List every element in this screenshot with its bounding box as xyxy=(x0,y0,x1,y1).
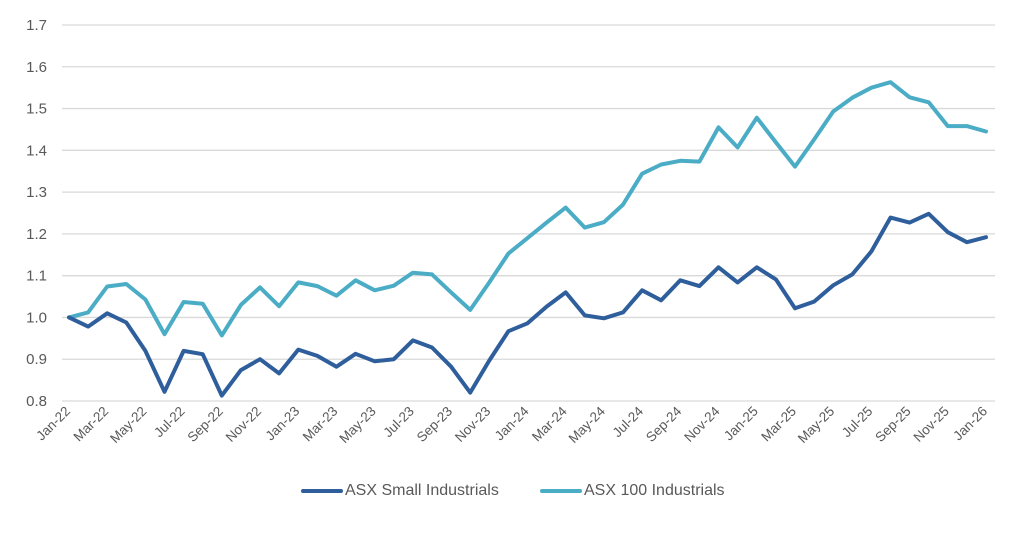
x-tick-label: Jan-25 xyxy=(721,404,761,444)
x-tick-label: Nov-24 xyxy=(681,403,723,445)
x-tick-label: Jul-24 xyxy=(610,403,647,440)
x-tick-label: Jan-24 xyxy=(492,403,532,443)
x-tick-label: Jan-23 xyxy=(263,404,303,444)
y-tick-label: 0.8 xyxy=(26,393,47,410)
legend-swatch-100-industrials xyxy=(540,489,582,493)
legend-swatch-small-industrials xyxy=(301,489,343,493)
legend-label-100-industrials: ASX 100 Industrials xyxy=(584,482,725,499)
series-lines xyxy=(67,80,988,398)
x-tick-label: Mar-23 xyxy=(300,404,341,445)
x-tick-label: Mar-22 xyxy=(70,404,111,445)
y-tick-label: 1.0 xyxy=(26,309,47,326)
x-tick-label: May-25 xyxy=(795,404,837,446)
legend-item-small-industrials: ASX Small Industrials xyxy=(301,482,499,500)
legend-item-100-industrials: ASX 100 Industrials xyxy=(540,482,725,500)
y-tick-label: 1.4 xyxy=(26,142,47,159)
legend-label-small-industrials: ASX Small Industrials xyxy=(345,482,499,499)
x-tick-label: Jul-22 xyxy=(151,404,188,441)
x-tick-label: Jan-26 xyxy=(950,404,990,444)
x-tick-label: May-23 xyxy=(336,404,378,446)
x-tick-label: Sep-23 xyxy=(414,404,455,445)
gridlines xyxy=(62,24,995,402)
legend: ASX Small Industrials ASX 100 Industrial… xyxy=(0,482,1024,504)
x-tick-label: Nov-22 xyxy=(223,404,264,445)
y-tick-label: 1.3 xyxy=(26,184,47,201)
y-tick-label: 0.9 xyxy=(26,351,47,368)
y-axis-ticks: 0.8 0.9 1.0 1.1 1.2 1.3 1.4 1.5 1.6 1.7 xyxy=(26,17,47,410)
y-tick-label: 1.7 xyxy=(26,17,47,34)
x-tick-label: May-22 xyxy=(107,404,149,446)
x-tick-label: Jul-23 xyxy=(380,404,417,441)
x-tick-label: Jul-25 xyxy=(839,404,876,441)
x-tick-label: Nov-23 xyxy=(452,404,493,445)
x-tick-label: Sep-22 xyxy=(185,404,226,445)
y-tick-label: 1.6 xyxy=(26,59,47,76)
y-tick-label: 1.1 xyxy=(26,268,47,285)
x-tick-label: Mar-25 xyxy=(758,404,799,445)
x-tick-label: Nov-25 xyxy=(911,404,952,445)
x-tick-label: Sep-25 xyxy=(872,404,913,445)
x-tick-label: Mar-24 xyxy=(529,403,570,444)
series-line-small-industrials xyxy=(67,211,988,398)
x-tick-label: Sep-24 xyxy=(643,403,685,445)
y-tick-label: 1.2 xyxy=(26,226,47,243)
series-line-100-industrials xyxy=(67,80,988,338)
y-tick-label: 1.5 xyxy=(26,101,47,118)
line-chart: 0.8 0.9 1.0 1.1 1.2 1.3 1.4 1.5 1.6 1.7 Jan-22Mar… xyxy=(26,17,995,446)
x-tick-label: May-24 xyxy=(566,403,609,446)
